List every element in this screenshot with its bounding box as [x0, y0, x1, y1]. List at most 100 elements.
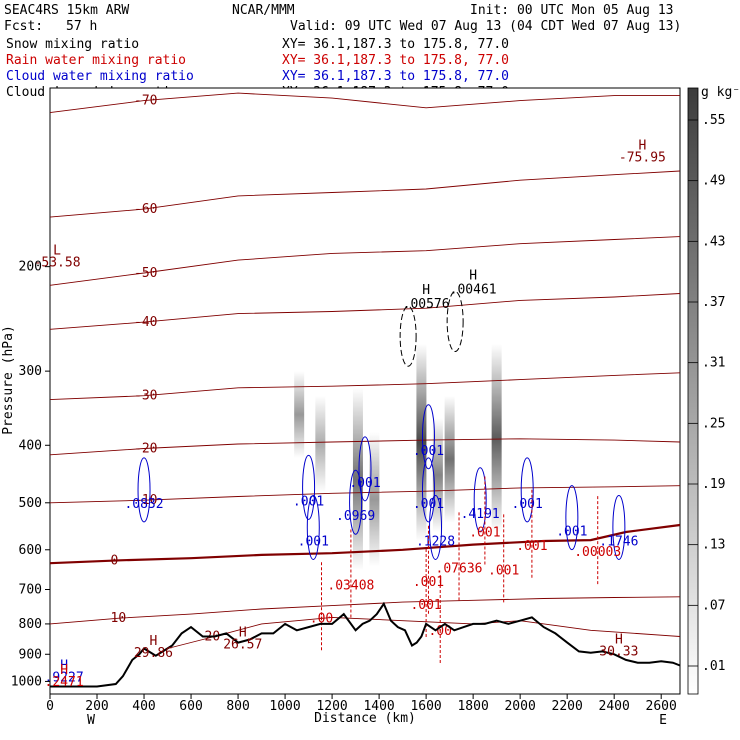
colorbar-unit: g kg⁻¹ [701, 85, 740, 100]
rain-water-contours: .03408 .07636 .00003 .001 .001 .001 .001 .001 .0… [310, 476, 621, 665]
colorbar-label-0: .01 [702, 659, 725, 674]
temp-label-1: -60 [134, 202, 157, 217]
cloud-contour-4 [349, 469, 363, 535]
cloud-label-7: .1228 [416, 534, 455, 549]
snow-column-0 [294, 371, 305, 458]
temp-contour-4 [49, 372, 681, 401]
colorbar-label-7: .43 [702, 234, 725, 249]
temp-contour-1 [49, 170, 681, 218]
snow-shading [294, 343, 502, 571]
x-tick-label-11: 2200 [552, 699, 583, 714]
terrain-path [50, 601, 681, 688]
x-tick-label-4: 800 [226, 699, 249, 714]
ice-h-1: H [469, 269, 477, 284]
snow-column-1 [315, 395, 326, 493]
cloud-contour-8 [473, 467, 487, 533]
colorbar-label-1: .07 [702, 598, 725, 613]
contour-labels: H.00576H.00461L-53.58H-75.95H26.57H29.86… [34, 138, 666, 690]
snow-column-6 [444, 395, 455, 523]
cloud-label-4: .0969 [336, 509, 375, 524]
org-title: NCAR/MMM [232, 3, 295, 18]
cloud-contour-5 [421, 404, 435, 470]
temp-label-2: -50 [134, 266, 157, 281]
init-time: Init: 00 UTC Mon 05 Aug 13 [470, 3, 674, 18]
rain-label-0: .03408 [327, 579, 374, 594]
extremum-value-3: 29.86 [134, 646, 173, 661]
colorbar-label-6: .37 [702, 295, 725, 310]
temp-label-7: 0 [111, 553, 119, 568]
colorbar-label-9: .55 [702, 113, 725, 128]
cloud-contour-9 [520, 457, 534, 523]
cloud-contour-7 [429, 494, 443, 560]
cloud-contour-3 [358, 436, 372, 502]
colorbar-label-4: .25 [702, 416, 725, 431]
temp-label-4: -30 [134, 389, 157, 404]
ice-label-0: .00576 [403, 297, 450, 312]
endpoint-east: E [659, 713, 667, 728]
x-tick-label-1: 200 [85, 699, 108, 714]
cloud-contour-0 [137, 457, 151, 523]
rain-label-1: .07636 [436, 561, 483, 576]
cloud-label-6: .001 [413, 497, 444, 512]
rain-label-6: .001 [516, 539, 547, 554]
colorbar-label-8: .49 [702, 174, 725, 189]
x-tick-label-7: 1400 [363, 699, 394, 714]
cloud-label-2: .001 [298, 534, 329, 549]
temp-label-6: -10 [134, 493, 157, 508]
cloud-label-9: .001 [512, 497, 543, 512]
rain-label-9: .00 [428, 624, 451, 639]
cloud-label-1: .001 [293, 494, 324, 509]
temp-label-0: -70 [134, 94, 157, 109]
extremum-kind-6: H [60, 663, 68, 678]
snow-column-2 [352, 387, 363, 571]
plot-frame [49, 87, 681, 695]
cloud-label-0: .0832 [124, 497, 163, 512]
y-axis-label: Pressure (hPa) [1, 325, 16, 435]
ice-contour-1 [446, 291, 464, 353]
x-tick-label-6: 1200 [316, 699, 347, 714]
extremum-value-4: 30.33 [599, 645, 638, 660]
cloud-contour-11 [612, 494, 626, 560]
temp-contour-8 [49, 596, 681, 625]
extremum-kind-1: H [638, 138, 646, 153]
temp-contour-2 [49, 236, 681, 286]
extremum-value-6: .2471 [45, 675, 84, 690]
temp-label-5: -20 [134, 441, 157, 456]
rain-label-7: .001 [469, 526, 500, 541]
extremum-kind-2: H [239, 625, 247, 640]
extremum-value-5: .9227 [45, 670, 84, 685]
y-tick-label-7: 900 [19, 647, 42, 662]
field-xy-1: XY= 36.1,187.3 to 175.8, 77.0 [282, 53, 509, 68]
x-tick-label-10: 2000 [504, 699, 535, 714]
extremum-value-1: -75.95 [619, 150, 666, 165]
y-tick-label-0: 200 [19, 260, 42, 275]
rain-label-3: .001 [413, 575, 444, 590]
x-tick-label-12: 2400 [599, 699, 630, 714]
colorbar-label-5: .31 [702, 356, 725, 371]
field-xy-2: XY= 36.1,187.3 to 175.8, 77.0 [282, 69, 509, 84]
temp-contour-6 [49, 485, 681, 504]
x-tick-label-8: 1600 [410, 699, 441, 714]
y-tick-label-4: 600 [19, 543, 42, 558]
endpoint-west: W [87, 713, 95, 728]
x-tick-label-9: 1800 [457, 699, 488, 714]
rain-label-8: .00 [310, 611, 333, 626]
temp-label-8: 10 [111, 611, 127, 626]
snow-column-4 [416, 343, 427, 542]
snow-column-3 [369, 432, 380, 567]
y-tick-label-8: 1000 [11, 674, 42, 689]
x-tick-label-13: 2600 [646, 699, 677, 714]
fcst-label: Fcst: [4, 19, 43, 34]
extremum-kind-0: L [53, 244, 61, 259]
cloud-label-5: .001 [413, 444, 444, 459]
cloud-label-3: .001 [349, 476, 380, 491]
y-tick-label-5: 700 [19, 583, 42, 598]
field-name-1: Rain water mixing ratio [6, 53, 186, 68]
valid-time: Valid: 09 UTC Wed 07 Aug 13 (04 CDT Wed … [290, 19, 681, 34]
fcst-value: 57 h [66, 19, 97, 34]
cloud-contour-10 [565, 485, 579, 551]
extremum-kind-5: H [60, 658, 68, 673]
axes: 0 200 400 600 800 1000 1200 1400 1600 1800 2000 220… [11, 260, 677, 714]
y-tick-label-1: 300 [19, 364, 42, 379]
